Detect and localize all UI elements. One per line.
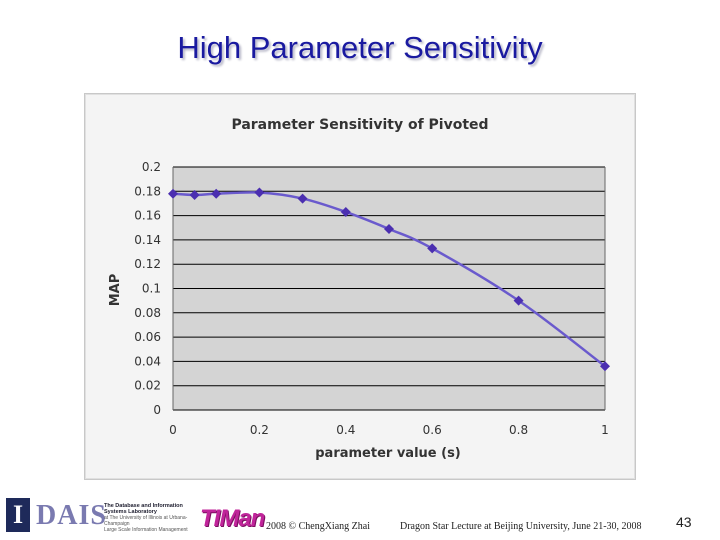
y-tick-label: 0.02 [134,379,161,393]
x-tick-label: 1 [601,423,609,437]
y-axis-label: MAP [108,274,123,307]
x-tick-label: 0.2 [250,423,269,437]
dais-caption-line1: The Database and Information Systems Lab… [104,503,183,515]
data-point [513,295,524,306]
y-tick-label: 0.18 [134,184,161,198]
data-point [427,243,438,254]
dais-caption-line3: Large Scale Information Management [104,527,188,533]
y-tick-label: 0.04 [134,354,161,368]
y-tick-label: 0.16 [134,209,161,223]
data-point [600,361,610,372]
data-point [254,187,265,198]
chart: Parameter Sensitivity of Pivoted 0 0.02 0.… [108,117,610,461]
data-point [384,223,394,234]
chart-panel: Parameter Sensitivity of Pivoted 0 0.02 0.… [84,93,636,480]
y-tick-label: 0.06 [134,330,161,344]
timan-logo: TIMan [200,505,265,532]
footer-copyright: 2008 © ChengXiang Zhai [266,521,370,532]
x-tick-label: 0.4 [336,423,355,437]
y-tick-label: 0.2 [142,160,161,174]
x-tick-label: 0.8 [509,423,528,437]
data-point [168,188,178,199]
dais-logo: DAIS [36,500,107,531]
data-point [297,193,308,204]
x-tick-label: 0 [169,423,177,437]
dais-caption-line2: at The University of Illinois at Urbana-… [104,515,188,527]
series-line [172,191,606,368]
uiuc-logo: I [6,498,30,532]
dais-logo-caption: The Database and Information Systems Lab… [104,503,194,533]
y-tick-label: 0 [153,403,161,417]
x-axis-label: parameter value (s) [315,446,461,461]
y-tick-label: 0.12 [134,257,161,271]
data-point [189,189,200,200]
y-tick-label: 0.08 [134,306,161,320]
data-point [340,206,351,217]
footer-lecture: Dragon Star Lecture at Beijing Universit… [400,521,642,532]
y-tick-label: 0.14 [134,233,161,247]
slide-title: High Parameter Sensitivity [177,30,543,65]
x-tick-label: 0.6 [423,423,442,437]
y-tick-label: 0.1 [142,282,161,296]
chart-title: Parameter Sensitivity of Pivoted [231,117,488,133]
data-point [211,188,222,199]
page-number: 43 [676,514,692,530]
